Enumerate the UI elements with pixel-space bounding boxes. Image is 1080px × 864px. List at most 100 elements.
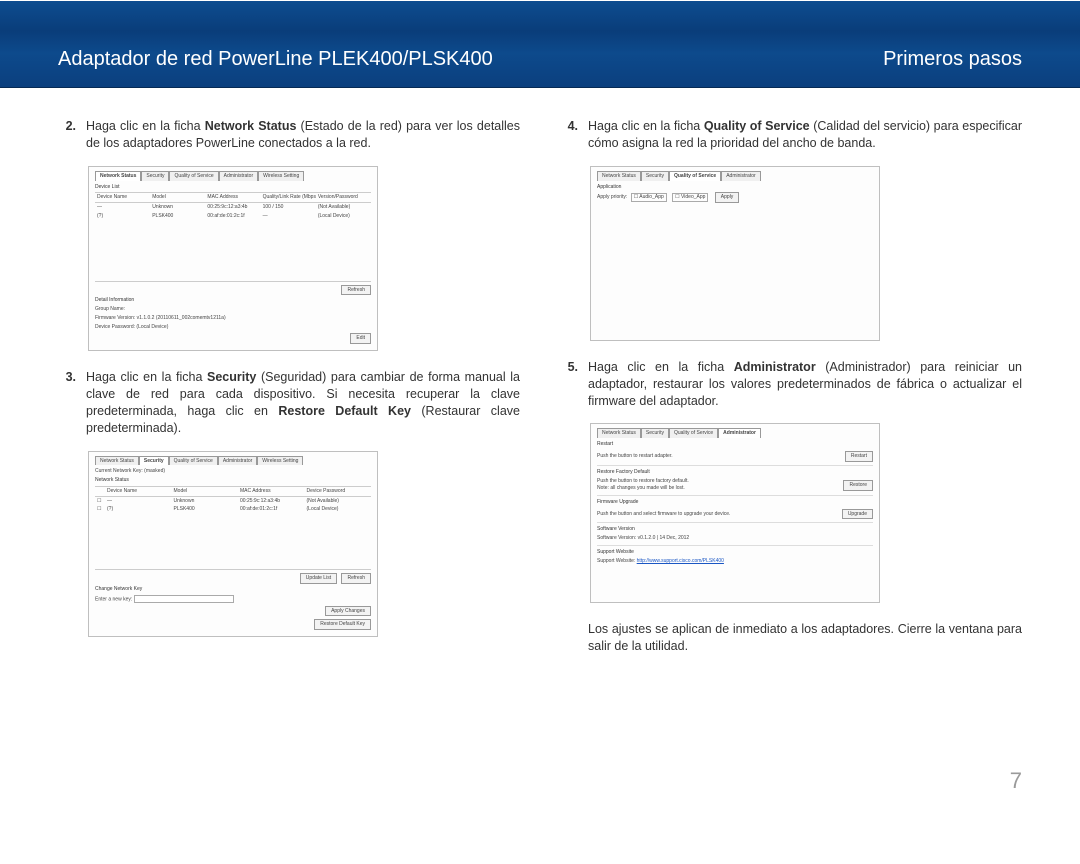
ns-r1c0: (?) <box>95 212 150 221</box>
sec-btn-row-3: Restore Default Key <box>95 619 371 630</box>
divider <box>597 495 873 496</box>
right-column: 4. Haga clic en la ficha Quality of Serv… <box>560 118 1022 808</box>
step-4-text: Haga clic en la ficha Quality of Service… <box>588 118 1022 152</box>
tab-qos[interactable]: Quality of Service <box>169 456 218 466</box>
step-5-number: 5. <box>560 359 578 410</box>
tab-administrator[interactable]: Administrator <box>219 171 258 181</box>
tab-network-status[interactable]: Network Status <box>597 428 641 438</box>
sec-r1c4: (Local Device) <box>305 505 372 514</box>
network-key-input[interactable] <box>134 595 234 603</box>
update-list-button[interactable]: Update List <box>300 573 337 584</box>
sec-col-model: Model <box>172 487 239 496</box>
sec-r0c4: (Not Available) <box>305 497 372 506</box>
sec-table: Device Name Model MAC Address Device Pas… <box>95 486 371 570</box>
tab-administrator[interactable]: Administrator <box>721 171 760 181</box>
restore-button[interactable]: Restore <box>843 480 873 491</box>
step-2-number: 2. <box>58 118 76 152</box>
apply-button[interactable]: Apply <box>715 192 740 203</box>
sec-col-chk <box>95 487 105 496</box>
sec-col-pw: Device Password <box>305 487 372 496</box>
step-5-text: Haga clic en la ficha Administrator (Adm… <box>588 359 1022 410</box>
upgrade-button[interactable]: Upgrade <box>842 509 873 520</box>
step-4: 4. Haga clic en la ficha Quality of Serv… <box>560 118 1022 152</box>
sec-btn-row-2: Apply Changes <box>95 606 371 617</box>
tab-qos[interactable]: Quality of Service <box>669 171 721 181</box>
sec-status-label: Network Status <box>95 477 371 484</box>
tab-security[interactable]: Security <box>641 171 669 181</box>
sec-r0c3: 00:25:9c:12:a3:4b <box>238 497 305 506</box>
step-3-text: Haga clic en la ficha Security (Segurida… <box>86 369 520 437</box>
tab-wireless[interactable]: Wireless Setting <box>257 456 303 466</box>
qos-priority-row: Apply priority: ☐ Audio_App ☐ Video_App … <box>597 192 873 203</box>
tab-network-status[interactable]: Network Status <box>95 456 139 466</box>
step-3-bold1: Security <box>207 370 256 384</box>
tab-security[interactable]: Security <box>641 428 669 438</box>
admin-factory-hdr: Restore Factory Default <box>597 469 873 476</box>
refresh-button[interactable]: Refresh <box>341 285 371 296</box>
ns-table-head: Device Name Model MAC Address Quality/Li… <box>95 193 371 203</box>
admin-blank <box>597 566 873 596</box>
admin-link-hdr: Support Website <box>597 549 873 556</box>
tab-security[interactable]: Security <box>139 456 169 466</box>
sec-row-1: ☐ (?) PLSK400 00:af:de:01:2c:1f (Local D… <box>95 505 371 514</box>
ns-col-device: Device Name <box>95 193 150 202</box>
tab-administrator[interactable]: Administrator <box>218 456 257 466</box>
ns-pw: Device Password: (Local Device) <box>95 324 371 331</box>
sec-r1c0[interactable]: ☐ <box>95 505 105 514</box>
admin-restart-row: Push the button to restart adapter. Rest… <box>597 451 873 462</box>
ns-blank <box>95 221 371 281</box>
refresh-button[interactable]: Refresh <box>341 573 371 584</box>
ns-fw: Firmware Version: v1.1.0.2 (20110611_002… <box>95 315 371 322</box>
tab-network-status[interactable]: Network Status <box>95 171 141 181</box>
tab-qos[interactable]: Quality of Service <box>669 428 718 438</box>
step-2: 2. Haga clic en la ficha Network Status … <box>58 118 520 152</box>
ns-r0c0: — <box>95 203 150 212</box>
screenshot-security: Network Status Security Quality of Servi… <box>88 451 378 638</box>
apply-changes-button[interactable]: Apply Changes <box>325 606 371 617</box>
left-column: 2. Haga clic en la ficha Network Status … <box>58 118 520 808</box>
tab-qos[interactable]: Quality of Service <box>169 171 218 181</box>
qos-tabs: Network Status Security Quality of Servi… <box>597 171 873 181</box>
ns-device-list-label: Device List <box>95 184 371 191</box>
sec-r1c1: (?) <box>105 505 172 514</box>
sec-col-device: Device Name <box>105 487 172 496</box>
sec-r0c2: Unknown <box>172 497 239 506</box>
qos-checkbox-audio[interactable]: ☐ Audio_App <box>631 193 667 202</box>
admin-link-lbl: Support Website: <box>597 558 635 564</box>
support-website-link[interactable]: http://www.support.cisco.com/PLSK400 <box>637 558 724 564</box>
edit-button[interactable]: Edit <box>350 333 371 344</box>
qos-checkbox-video[interactable]: ☐ Video_App <box>672 193 708 202</box>
sec-change-label: Change Network Key <box>95 586 371 593</box>
tab-network-status[interactable]: Network Status <box>597 171 641 181</box>
sec-row-0: ☐ — Unknown 00:25:9c:12:a3:4b (Not Avail… <box>95 497 371 506</box>
screenshot-network-status: Network Status Security Quality of Servi… <box>88 166 378 351</box>
step-3: 3. Haga clic en la ficha Security (Segur… <box>58 369 520 437</box>
sec-table-head: Device Name Model MAC Address Device Pas… <box>95 487 371 497</box>
header-title-left: Adaptador de red PowerLine PLEK400/PLSK4… <box>58 48 493 71</box>
closing-text: Los ajustes se aplican de inmediato a lo… <box>588 621 1022 655</box>
ns-btn-row: Refresh <box>95 285 371 296</box>
sec-r0c0[interactable]: ☐ <box>95 497 105 506</box>
admin-tabs: Network Status Security Quality of Servi… <box>597 428 873 438</box>
tab-security[interactable]: Security <box>141 171 169 181</box>
qos-app-label: Application <box>597 184 873 191</box>
restore-default-key-button[interactable]: Restore Default Key <box>314 619 371 630</box>
qos-blank <box>597 205 873 335</box>
sec-col-mac: MAC Address <box>238 487 305 496</box>
page-body: 2. Haga clic en la ficha Network Status … <box>0 88 1080 808</box>
step-3-pre: Haga clic en la ficha <box>86 370 207 384</box>
ns-col-model: Model <box>150 193 205 202</box>
tab-wireless[interactable]: Wireless Setting <box>258 171 304 181</box>
ns-tabs: Network Status Security Quality of Servi… <box>95 171 371 181</box>
step-5-bold: Administrator <box>734 360 816 374</box>
ns-r0c2: 00:25:9c:12:a3:4b <box>205 203 260 212</box>
admin-factory-row: Push the button to restore factory defau… <box>597 478 873 492</box>
ns-detail-label: Detail Information <box>95 297 371 304</box>
restart-button[interactable]: Restart <box>845 451 873 462</box>
admin-factory-txt1: Push the button to restore factory defau… <box>597 478 689 484</box>
ns-row-1: (?) PLSK400 00:af:de:01:2c:1f — (Local D… <box>95 212 371 221</box>
ns-r1c1: PLSK400 <box>150 212 205 221</box>
tab-administrator[interactable]: Administrator <box>718 428 761 438</box>
step-5: 5. Haga clic en la ficha Administrator (… <box>560 359 1022 410</box>
qos-priority-label: Apply priority: <box>597 194 627 200</box>
